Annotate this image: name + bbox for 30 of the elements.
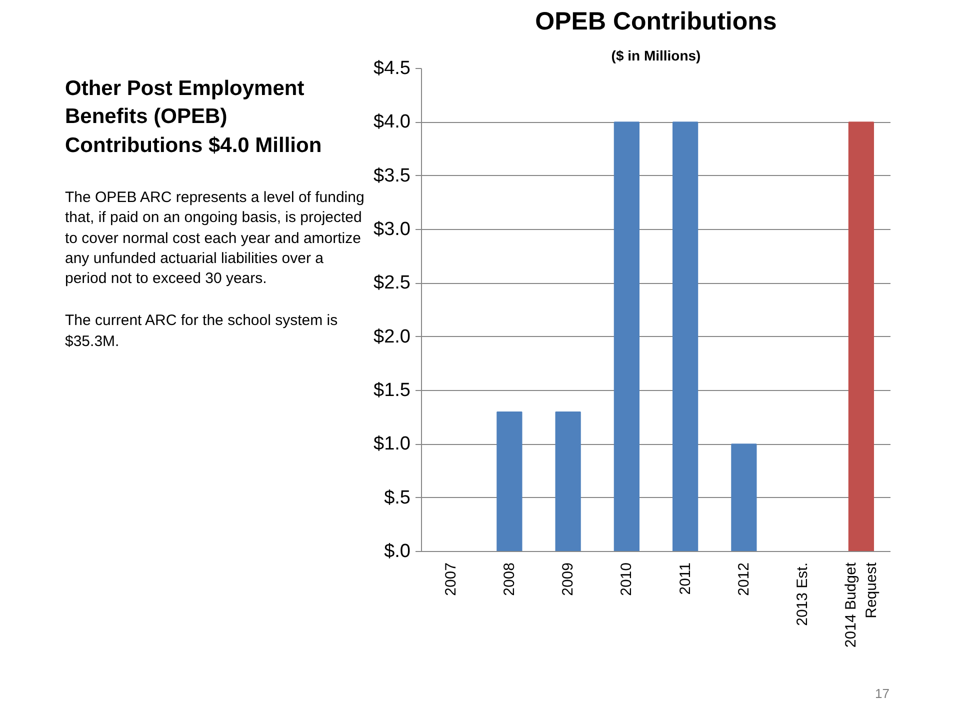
- text: Other Post Employment Benefits (OPEB) Contributions $4.0 Million: [65, 76, 323, 159]
- y-tick-label: $.0: [384, 541, 411, 562]
- chart-subtitle: ($ in Millions): [611, 48, 701, 64]
- x-tick-label: 2008: [500, 562, 518, 596]
- x-tick-label: 2011: [676, 562, 694, 595]
- text: 17: [875, 685, 890, 703]
- bar: [672, 122, 698, 552]
- bar: [848, 122, 874, 552]
- chart-title: OPEB Contributions: [535, 8, 777, 36]
- bar: [731, 444, 757, 552]
- x-tick-label: 2010: [618, 562, 636, 596]
- x-tick-label: 2012: [735, 562, 752, 596]
- y-tick-label: $.5: [384, 487, 411, 508]
- x-tick-label: 2013 Est.: [794, 562, 812, 626]
- y-tick-label: $1.0: [374, 434, 411, 455]
- bar: [555, 411, 581, 552]
- y-tick-label: $3.5: [374, 165, 411, 186]
- bar: [496, 411, 522, 552]
- y-tick-label: $1.5: [374, 380, 411, 401]
- y-tick-label: $4.5: [374, 58, 411, 79]
- x-tick-label: 2009: [560, 562, 577, 596]
- x-tick-label: 2014 Budget Request: [842, 562, 880, 648]
- text: The current ARC for the school system is $35.3M.: [65, 311, 339, 352]
- y-tick-label: $2.0: [374, 326, 411, 348]
- text: The OPEB ARC represents a level of funding that, if paid on an ongoing basis, is projected to cover normal cost each year and amortize any unfunded actuarial liabilities over a period not to exceed 30 years.: [65, 188, 365, 290]
- x-tick-label: 2007: [442, 562, 460, 596]
- y-tick-label: $4.0: [374, 112, 411, 133]
- y-tick-label: $2.5: [374, 272, 411, 294]
- y-tick-label: $3.0: [374, 219, 411, 240]
- bar: [614, 122, 640, 552]
